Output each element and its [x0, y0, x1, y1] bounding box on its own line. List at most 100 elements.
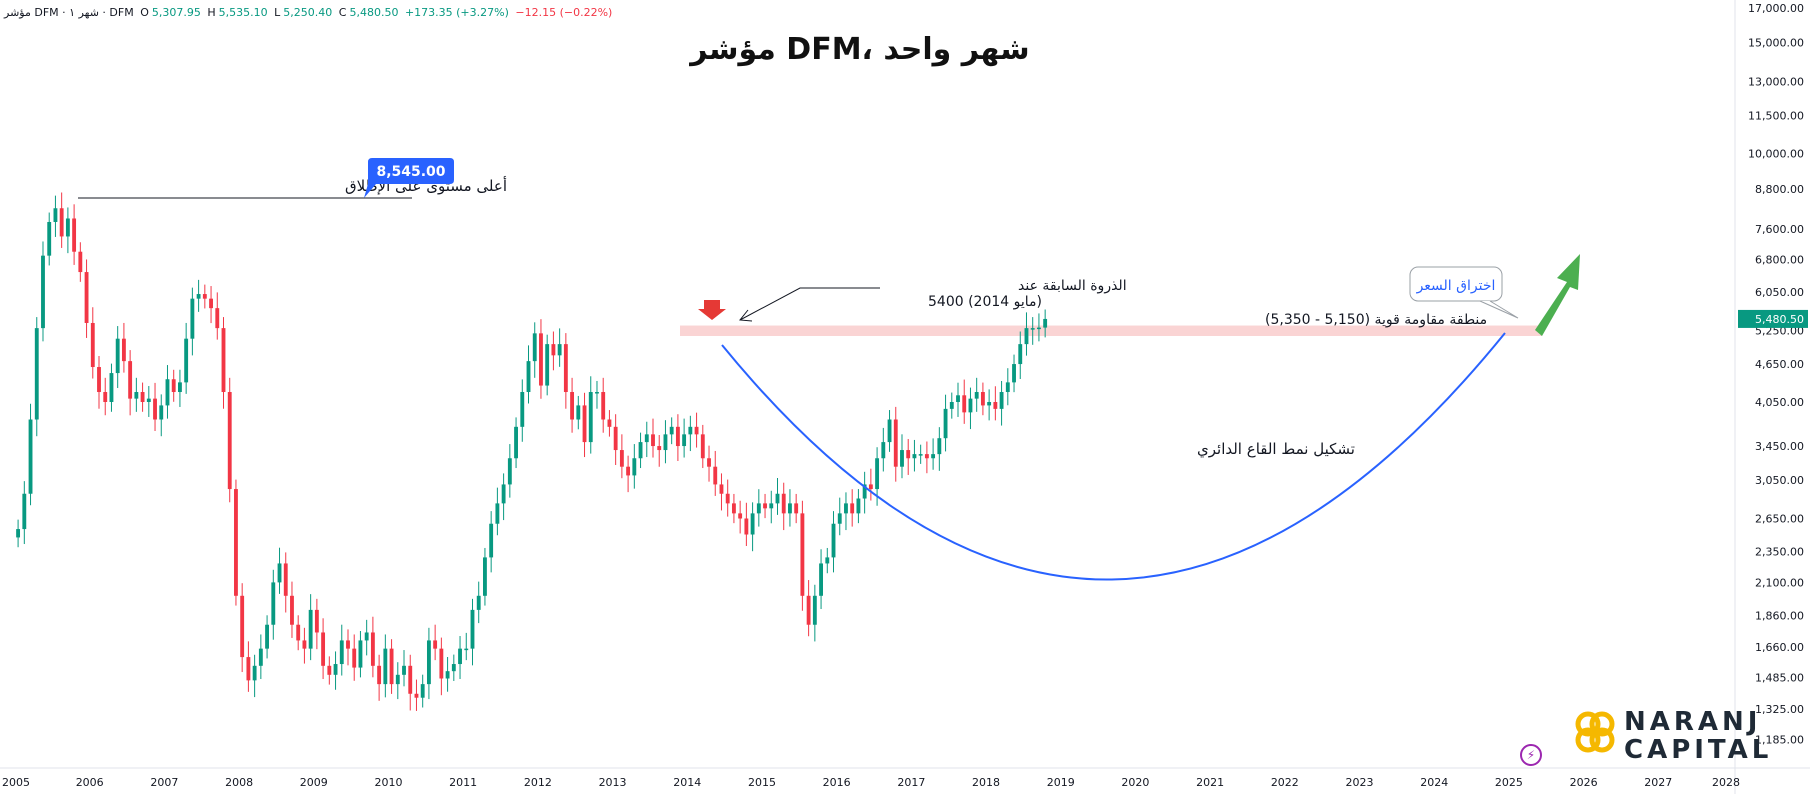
y-tick-label: 1,660.00 — [1755, 641, 1804, 654]
candle-body — [520, 392, 525, 427]
candle-body — [115, 338, 120, 374]
y-tick-label: 11,500.00 — [1748, 109, 1804, 122]
x-tick-label: 2023 — [1346, 776, 1374, 789]
candle-body — [184, 338, 189, 383]
x-tick-label: 2015 — [748, 776, 776, 789]
y-tick-label: 6,050.00 — [1755, 286, 1804, 299]
candle-body — [470, 609, 475, 649]
candle-body — [314, 609, 319, 633]
candle-body — [657, 446, 662, 451]
x-tick-label: 2008 — [225, 776, 253, 789]
candle-body — [258, 648, 263, 666]
candle-body — [582, 405, 587, 443]
candle-body — [159, 405, 164, 420]
candle-body — [731, 503, 736, 514]
candle-body — [451, 664, 456, 672]
symbol-label[interactable]: مؤشر DFM · شهر ١ · DFM — [4, 6, 134, 19]
candle-body — [626, 466, 631, 476]
naranj-logo-icon — [1575, 711, 1615, 753]
candle-body — [613, 426, 618, 451]
candle-body — [41, 255, 45, 329]
candle-body — [483, 557, 487, 596]
candle-body — [234, 489, 238, 596]
candle-body — [557, 344, 562, 356]
candle-body — [812, 595, 817, 625]
candle-body — [146, 398, 151, 403]
candle-body — [800, 513, 805, 596]
candle-body — [881, 442, 886, 459]
y-tick-label: 2,350.00 — [1755, 546, 1804, 559]
candle-body — [570, 392, 575, 420]
y-tick-label: 5,250.00 — [1755, 325, 1804, 338]
candle-body — [296, 624, 301, 641]
y-tick-label: 10,000.00 — [1748, 148, 1804, 161]
ath-badge-shape — [364, 158, 454, 198]
candle-body — [756, 503, 761, 514]
candle-body — [240, 595, 245, 658]
prev-peak-pointer-head — [739, 309, 753, 322]
candle-body — [980, 392, 985, 406]
candle-body — [607, 419, 612, 427]
y-tick-label: 1,485.00 — [1755, 672, 1804, 685]
candle-body — [576, 405, 581, 420]
candle-body — [638, 442, 643, 459]
y-tick-label: 7,600.00 — [1755, 223, 1804, 236]
candle-body — [246, 657, 251, 681]
candle-body — [893, 419, 898, 467]
candle-body — [775, 493, 780, 504]
candle-body — [937, 438, 942, 455]
candle-body — [763, 503, 767, 509]
candle-body — [632, 458, 637, 476]
candle-body — [22, 493, 27, 530]
x-tick-label: 2028 — [1712, 776, 1740, 789]
y-tick-label: 8,800.00 — [1755, 183, 1804, 196]
candle-body — [103, 392, 108, 403]
x-tick-label: 2017 — [897, 776, 925, 789]
candle-body — [551, 344, 556, 356]
candle-body — [539, 333, 543, 386]
x-tick-label: 2022 — [1271, 776, 1299, 789]
y-tick-label: 4,650.00 — [1755, 358, 1804, 371]
x-tick-label: 2007 — [150, 776, 178, 789]
candle-body — [918, 454, 923, 456]
candle-body — [850, 503, 855, 514]
y-tick-label: 1,185.00 — [1755, 734, 1804, 747]
candle-body — [327, 665, 332, 675]
candle-body — [719, 484, 724, 494]
candle-body — [750, 513, 755, 535]
candle-body — [439, 648, 444, 679]
x-tick-label: 2025 — [1495, 776, 1523, 789]
candle-body — [825, 557, 830, 564]
candle-body — [962, 395, 967, 413]
candle-body — [675, 426, 680, 447]
candle-body — [1018, 344, 1023, 365]
candle-body — [526, 361, 531, 393]
lightning-icon[interactable]: ⚡ — [1520, 744, 1542, 766]
candle-body — [16, 529, 21, 538]
price-badge-bg — [1738, 309, 1808, 328]
candle-body — [53, 208, 58, 222]
candle-body — [781, 493, 786, 514]
candle-body — [209, 298, 213, 309]
y-tick-label: 3,450.00 — [1755, 440, 1804, 453]
candle-body — [377, 665, 382, 685]
candle-body — [333, 664, 338, 675]
candle-body — [738, 513, 743, 519]
candle-body — [308, 609, 313, 649]
candle-body — [302, 640, 307, 649]
candle-body — [956, 395, 960, 403]
candle-body — [1012, 364, 1016, 383]
candle-body — [875, 458, 880, 490]
prev-peak-pointer — [739, 287, 880, 321]
candle-body — [352, 648, 357, 668]
candle-body — [663, 434, 668, 451]
candle-body — [514, 426, 518, 459]
y-tick-label: 17,000.00 — [1748, 2, 1804, 15]
y-tick-label: 1,860.00 — [1755, 610, 1804, 623]
x-tick-label: 2024 — [1420, 776, 1448, 789]
candle-body — [999, 392, 1004, 409]
x-tick-label: 2005 — [2, 776, 30, 789]
change-value: +173.35 (+3.27%) — [404, 6, 509, 19]
